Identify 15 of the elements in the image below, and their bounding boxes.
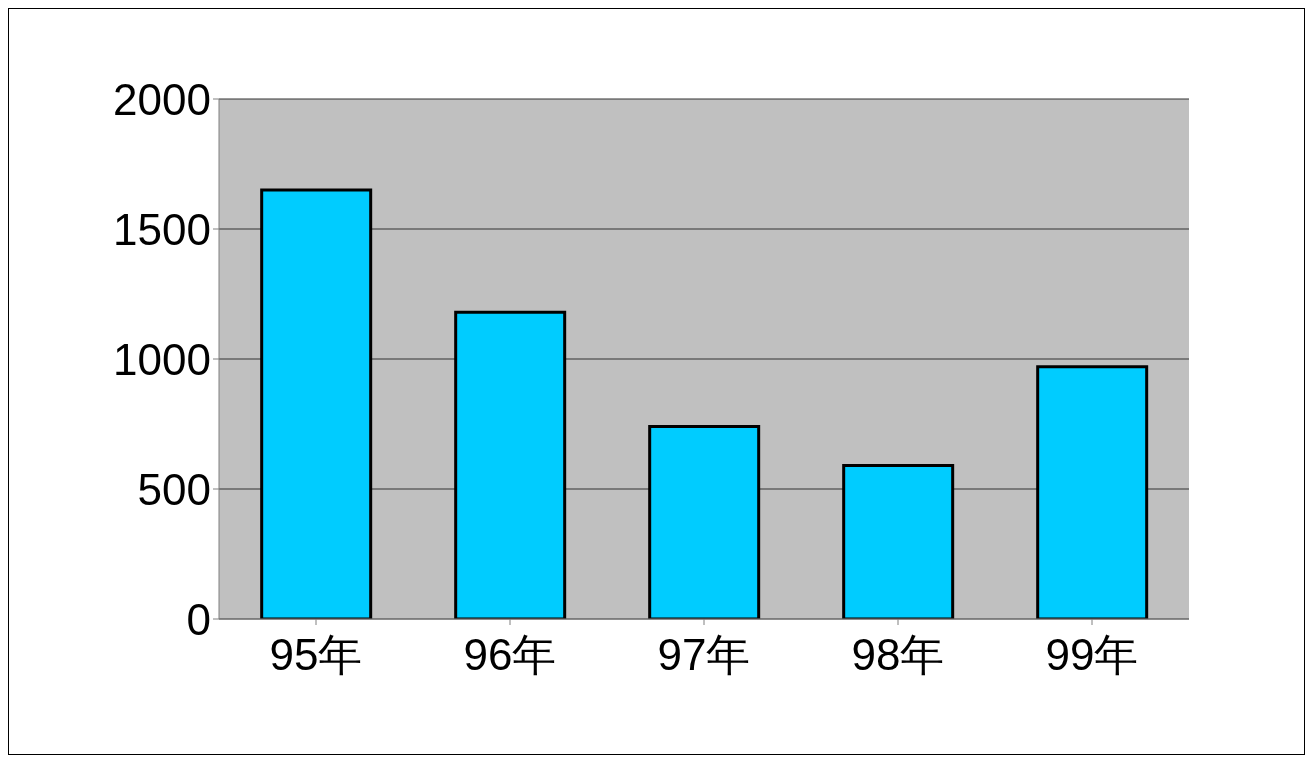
bar	[842, 464, 955, 619]
y-tick-label: 1500	[113, 204, 211, 254]
y-tick-label: 0	[186, 594, 211, 644]
x-tick-label: 95年	[269, 630, 363, 680]
y-tick-label: 2000	[113, 74, 211, 124]
bar	[454, 310, 567, 619]
y-tick-label: 500	[137, 464, 211, 514]
bar	[260, 188, 373, 619]
x-tick-label: 98年	[851, 630, 945, 680]
x-tick-label: 99年	[1045, 630, 1139, 680]
bar	[648, 425, 761, 619]
bar	[1036, 365, 1149, 619]
x-tick-label: 97年	[657, 630, 751, 680]
x-tick-label: 96年	[463, 630, 557, 680]
y-tick-label: 1000	[113, 334, 211, 384]
